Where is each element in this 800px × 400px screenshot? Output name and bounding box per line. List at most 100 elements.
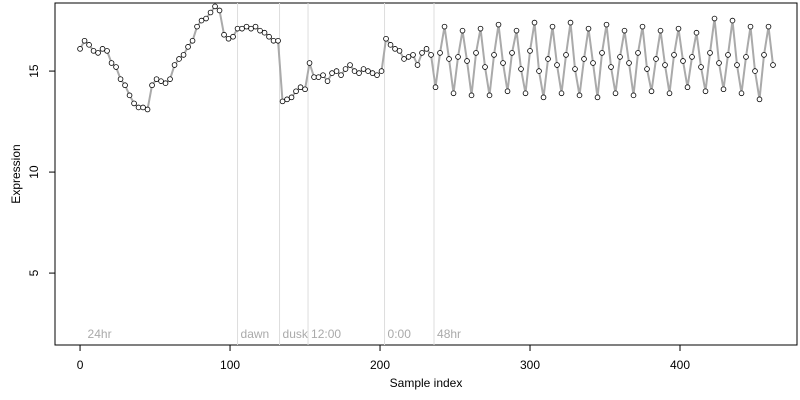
data-point [513,27,520,34]
data-point [563,52,569,58]
data-point [482,64,488,70]
data-point [428,52,434,58]
data-point [459,27,466,34]
data-point [378,68,385,74]
data-point [432,84,439,91]
data-point [450,90,457,97]
data-point [369,70,376,76]
data-point [491,52,497,58]
x-tick-label: 300 [520,358,540,372]
data-point [311,74,317,80]
data-point [410,52,416,58]
annotation: 12:00 [311,327,341,341]
data-point [473,50,479,56]
data-point [288,94,295,101]
data-point [621,27,628,34]
data-point [221,31,227,38]
data-point [126,92,133,99]
data-point [648,88,655,95]
data-point [113,64,119,70]
data-point [225,35,232,42]
data-point [81,37,88,44]
data-point [239,25,245,32]
data-point [630,92,637,99]
data-point [540,94,547,101]
data-point [729,17,736,24]
data-point [180,52,187,58]
data-point [635,50,641,56]
annotation: 0:00 [388,327,412,341]
data-point [509,50,515,56]
data-point [747,23,754,30]
data-point [531,19,538,26]
data-point [518,66,524,72]
data-point [617,54,623,60]
x-tick-label: 100 [220,358,240,372]
data-point [572,66,578,72]
data-point [351,68,358,74]
data-point [135,104,142,111]
data-point [486,92,493,99]
x-tick-label: 400 [670,358,690,372]
y-tick-label: 10 [27,165,41,179]
data-point [302,86,308,93]
data-point [122,82,128,89]
data-point [153,76,160,82]
data-point [423,46,430,52]
data-point [441,23,448,30]
data-point [770,62,776,68]
data-point [743,54,749,60]
plot-frame [54,2,798,346]
data-point [698,64,704,70]
data-point [765,23,772,30]
x-tick-label: 0 [77,358,84,372]
x-tick-label: 200 [370,358,390,372]
annotation: 24hr [88,327,112,341]
data-point [522,90,529,97]
data-point [711,15,718,22]
data-point [261,29,268,36]
data-point [612,90,619,97]
y-axis-label: Expression [9,144,23,203]
data-point [140,104,146,111]
data-point [108,60,115,66]
data-point [320,72,326,78]
data-point [401,56,407,62]
data-point [270,37,277,44]
data-point [495,21,502,28]
data-point [95,50,101,56]
data-point [207,9,214,16]
data-point [590,60,596,66]
data-point [104,48,110,54]
data-point [396,48,403,54]
data-point [315,74,322,80]
data-point [707,50,713,56]
y-tick-label: 5 [27,269,41,276]
data-point [212,3,218,10]
data-point [653,56,659,62]
data-point [338,72,344,78]
data-point [725,52,731,58]
data-point [608,64,614,70]
data-point [419,50,425,56]
data-point [675,25,682,32]
data-point [752,68,758,74]
data-point [405,54,412,60]
data-point [581,56,587,62]
data-point [347,62,353,68]
data-point [329,70,335,76]
data-point [684,84,691,91]
data-point [194,23,200,30]
data-point [86,42,92,48]
data-point [734,62,740,68]
data-point [554,62,560,68]
data-point [266,33,272,40]
data-point [131,100,137,107]
data-point [666,90,673,97]
data-point [576,92,583,99]
data-point [176,56,182,62]
data-point [720,86,727,93]
annotation: dawn [241,327,270,341]
data-point [689,54,695,60]
data-point [639,23,646,30]
